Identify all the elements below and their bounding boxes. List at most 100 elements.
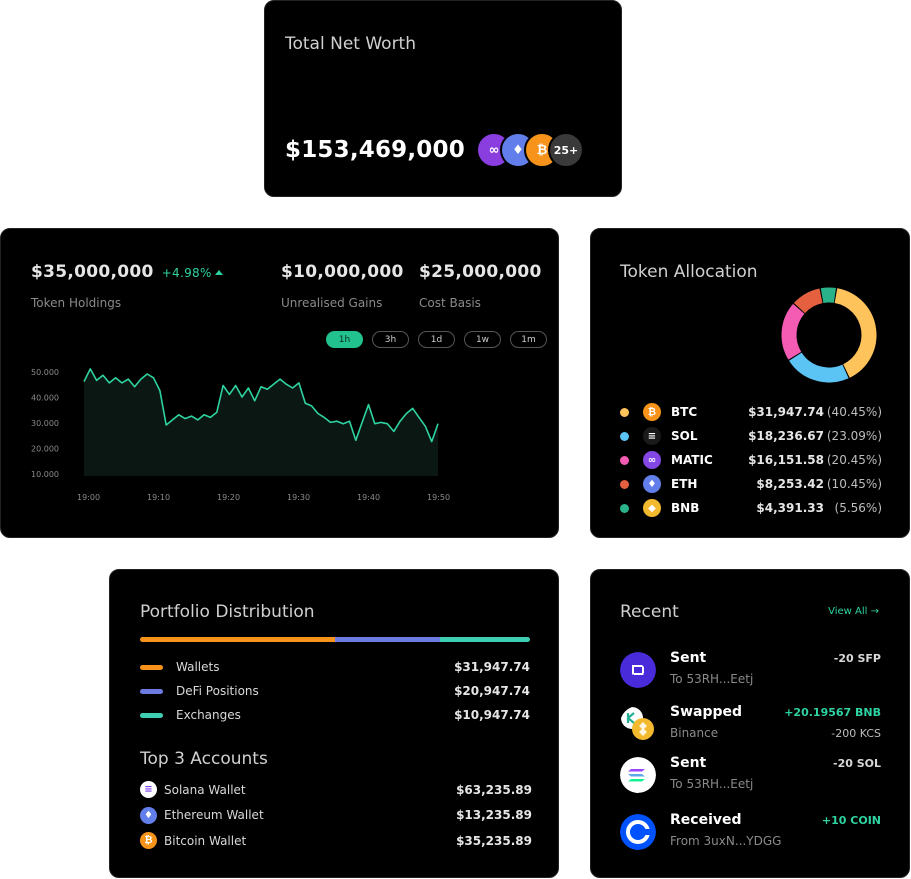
net-worth-card: Total Net Worth $153,469,000 ∞ ♦ ₿ 25+ (264, 0, 622, 197)
portfolio-distribution-title: Portfolio Distribution (140, 602, 315, 622)
range-3h-button[interactable]: 3h (372, 331, 409, 348)
distribution-row[interactable]: Exchanges $10,947.74 (140, 703, 530, 727)
transaction-subtitle: From 3uxN...YDGG (670, 834, 782, 848)
transaction-item[interactable]: Received From 3uxN...YDGG +10 COIN (620, 812, 881, 852)
token-value: $31,947.74 (748, 405, 824, 419)
account-value: $13,235.89 (456, 808, 532, 823)
allocation-row-btc[interactable]: ₿ BTC $31,947.74 (40.45%) (620, 400, 882, 424)
sol-icon: ≡ (643, 427, 661, 445)
portfolio-distribution-card: Portfolio Distribution Wallets $31,947.74… (109, 569, 559, 878)
account-label: Bitcoin Wallet (164, 833, 247, 848)
allocation-row-matic[interactable]: ∞ MATIC $16,151.58 (20.45%) (620, 448, 882, 472)
transaction-item[interactable]: Swapped Binance +20.19567 BNB -200 KCS (620, 704, 881, 744)
range-1d-button[interactable]: 1d (418, 331, 455, 348)
distribution-row[interactable]: Wallets $31,947.74 (140, 655, 530, 679)
btc-icon: ₿ (643, 403, 661, 421)
distribution-row[interactable]: DeFi Positions $20,947.74 (140, 679, 530, 703)
distribution-label: Exchanges (176, 708, 241, 722)
token-value: $16,151.58 (748, 453, 824, 467)
token-holdings-label: Token Holdings (31, 296, 122, 310)
distribution-list: Wallets $31,947.74 DeFi Positions $20,947.7… (140, 655, 530, 727)
donut-slice-matic (781, 303, 805, 360)
token-symbol: MATIC (671, 453, 713, 467)
range-1m-button[interactable]: 1m (510, 331, 547, 348)
more-coins-badge[interactable]: 25+ (548, 132, 584, 168)
y-tick-label: 50.000 (31, 368, 59, 377)
recent-title: Recent (620, 602, 679, 622)
token-value: $18,236.67 (748, 429, 824, 443)
coinbase-icon (620, 814, 656, 850)
net-worth-amount: $153,469,000 (285, 137, 465, 163)
coin-stack[interactable]: ∞ ♦ ₿ 25+ (476, 132, 596, 168)
transaction-subtitle: To 53RH...Eetj (670, 672, 754, 686)
token-allocation-title: Token Allocation (620, 262, 758, 282)
unrealised-gains-value: $10,000,000 (281, 262, 404, 282)
up-arrow-icon (214, 270, 223, 275)
transaction-amount-secondary: -200 KCS (831, 727, 881, 740)
range-1w-button[interactable]: 1w (464, 331, 501, 348)
solana-icon: ≡ (140, 781, 157, 799)
account-row[interactable]: ₿ Bitcoin Wallet $35,235.89 (140, 828, 532, 854)
distribution-label: Wallets (176, 660, 220, 674)
token-symbol: SOL (671, 429, 698, 443)
y-tick-label: 20.000 (31, 445, 59, 454)
distribution-bar-segment (140, 637, 335, 642)
token-symbol: BNB (671, 501, 700, 515)
x-tick-label: 19:40 (357, 493, 380, 502)
allocation-row-bnb[interactable]: ◆ BNB $4,391.33 (5.56%) (620, 496, 882, 520)
token-symbol: BTC (671, 405, 698, 419)
token-symbol: ETH (671, 477, 698, 491)
top-accounts-list: ≡ Solana Wallet $63,235.89 ♦ Ethereum Wallet… (140, 777, 532, 854)
token-value: $8,253.42 (756, 477, 824, 491)
donut-slice-btc (834, 288, 877, 378)
legend-swatch (140, 688, 163, 694)
y-tick-label: 40.000 (31, 394, 59, 403)
token-percent: (5.56%) (834, 501, 882, 515)
legend-dot (620, 407, 629, 417)
token-percent: (20.45%) (826, 453, 882, 467)
unrealised-gains-label: Unrealised Gains (281, 296, 383, 310)
distribution-value: $20,947.74 (454, 684, 530, 698)
distribution-bar-segment (440, 637, 530, 642)
token-percent: (23.09%) (826, 429, 882, 443)
transaction-amount: -20 SOL (833, 757, 881, 770)
token-holdings-value: $35,000,000 (31, 262, 154, 282)
token-percent: (40.45%) (826, 405, 882, 419)
distribution-label: DeFi Positions (176, 684, 259, 698)
transaction-item[interactable]: Sent To 53RH...Eetj -20 SFP (620, 650, 881, 690)
allocation-row-eth[interactable]: ♦ ETH $8,253.42 (10.45%) (620, 472, 882, 496)
transaction-name: Sent (670, 650, 707, 666)
x-tick-label: 19:10 (147, 493, 170, 502)
time-range-selector: 1h 3h 1d 1w 1m (326, 331, 547, 348)
token-holdings-stat: $35,000,000 +4.98% Token Holdings (31, 262, 223, 310)
view-all-link[interactable]: View All → (828, 606, 879, 617)
transaction-name: Swapped (670, 704, 743, 720)
solana-icon (620, 757, 656, 793)
holdings-card: $35,000,000 +4.98% Token Holdings $10,000… (0, 228, 559, 538)
ethereum-icon: ♦ (140, 806, 157, 824)
legend-dot (620, 479, 629, 489)
account-row[interactable]: ≡ Solana Wallet $63,235.89 (140, 777, 532, 803)
legend-dot (620, 431, 629, 441)
allocation-list: ₿ BTC $31,947.74 (40.45%) ≡ SOL $18,236.67 (23.… (620, 400, 882, 520)
account-value: $63,235.89 (456, 782, 532, 797)
transaction-item[interactable]: Sent To 53RH...Eetj -20 SOL (620, 755, 881, 795)
token-allocation-card: Token Allocation ₿ BTC $31,947.74 (40.45%) ≡… (590, 228, 910, 538)
account-row[interactable]: ♦ Ethereum Wallet $13,235.89 (140, 803, 532, 829)
range-1h-button[interactable]: 1h (326, 331, 363, 348)
safepal-icon (620, 652, 656, 688)
line-area-fill (84, 368, 438, 476)
distribution-bar-segment (335, 637, 441, 642)
eth-icon: ♦ (643, 475, 661, 493)
transaction-subtitle: Binance (670, 726, 719, 740)
account-label: Ethereum Wallet (164, 808, 264, 823)
token-percent: (10.45%) (826, 477, 882, 491)
top-accounts-title: Top 3 Accounts (140, 749, 268, 769)
donut-slice-bnb (820, 287, 837, 304)
legend-dot (620, 503, 629, 513)
transaction-subtitle: To 53RH...Eetj (670, 777, 754, 791)
allocation-row-sol[interactable]: ≡ SOL $18,236.67 (23.09%) (620, 424, 882, 448)
legend-swatch (140, 712, 163, 718)
account-value: $35,235.89 (456, 833, 532, 848)
distribution-value: $10,947.74 (454, 708, 530, 722)
